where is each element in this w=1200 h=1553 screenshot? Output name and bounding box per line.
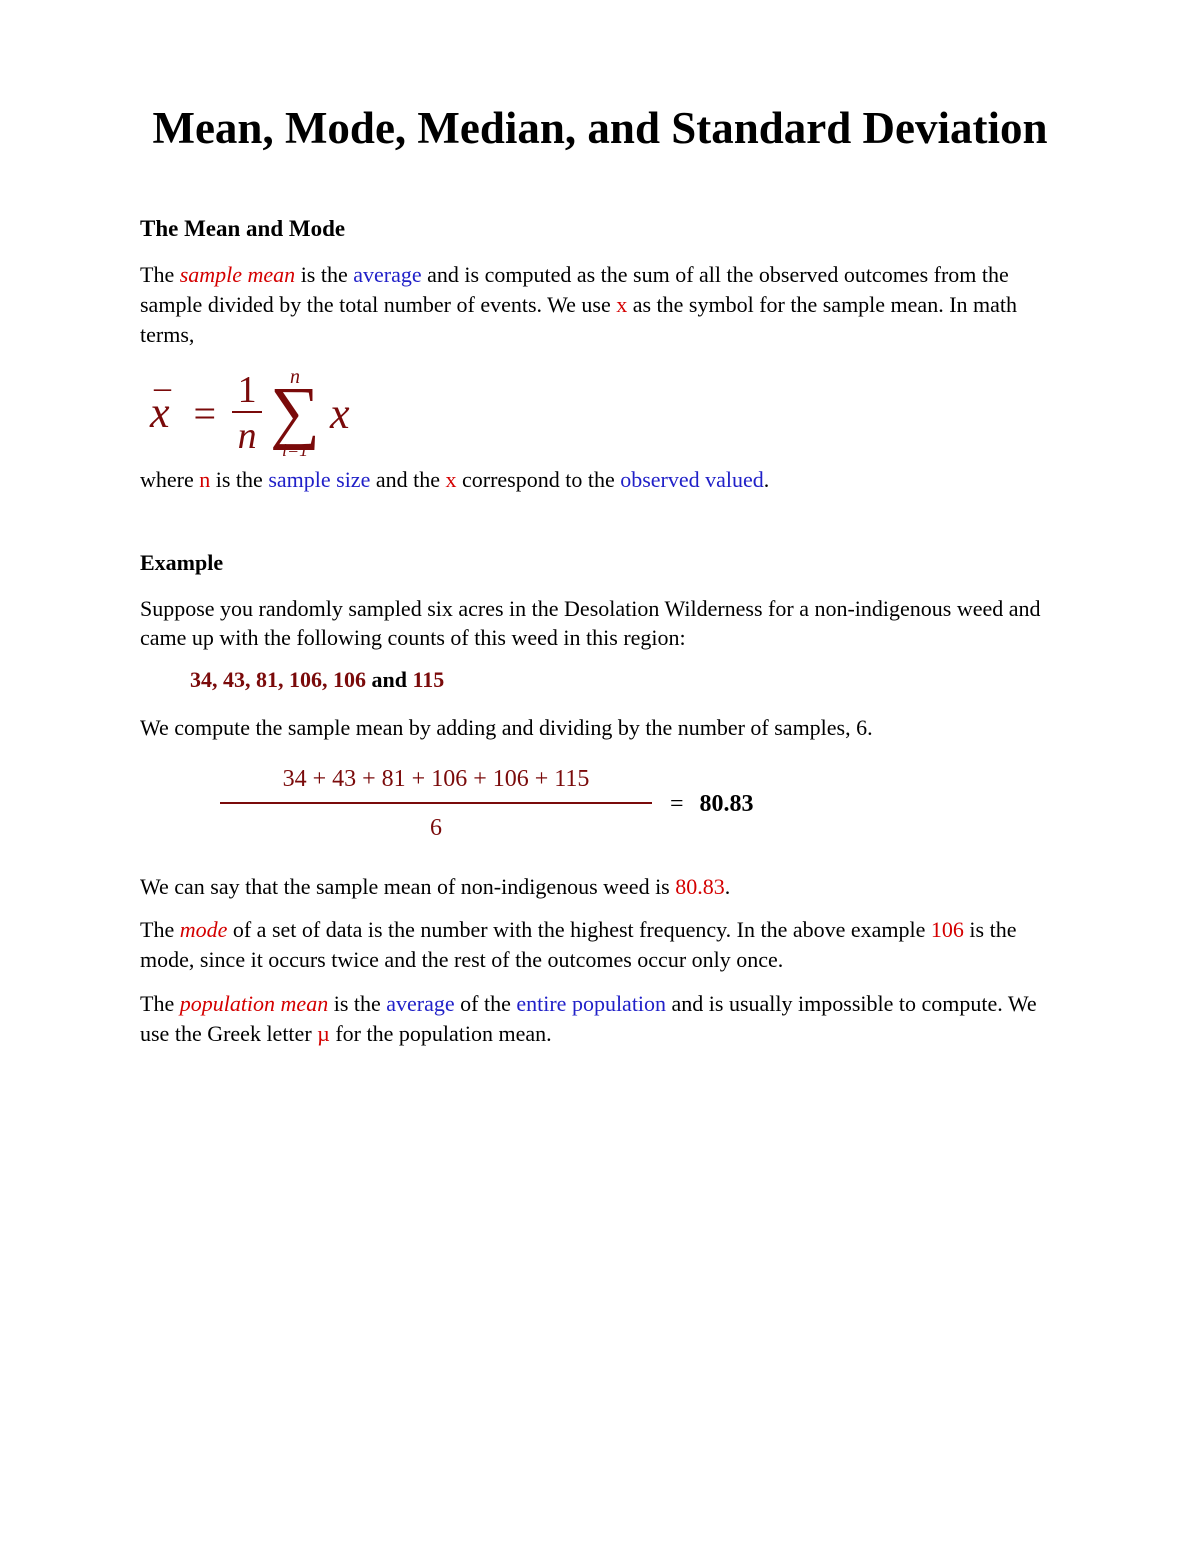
- term-average: average: [386, 991, 454, 1016]
- intro-paragraph: The sample mean is the average and is co…: [140, 260, 1060, 349]
- text: of a set of data is the number with the …: [227, 917, 931, 942]
- bar-overline: –: [154, 371, 171, 405]
- symbol-n: n: [199, 467, 210, 492]
- term-average: average: [353, 262, 421, 287]
- numerator: 1: [238, 371, 257, 411]
- text: of the: [455, 991, 517, 1016]
- denominator: n: [232, 411, 262, 455]
- where-line: where n is the sample size and the x cor…: [140, 465, 1060, 495]
- term-population-mean: population mean: [180, 991, 329, 1016]
- conclusion-line: We can say that the sample mean of non-i…: [140, 872, 1060, 902]
- symbol-x: x: [446, 467, 457, 492]
- text: is the: [328, 991, 386, 1016]
- text-and: and: [366, 667, 412, 692]
- term-sample-mean: sample mean: [180, 262, 295, 287]
- value-mode: 106: [931, 917, 964, 942]
- data-first-five: 34, 43, 81, 106, 106: [190, 667, 366, 692]
- symbol-mu: µ: [317, 1021, 330, 1046]
- term-mode: mode: [180, 917, 228, 942]
- text: .: [764, 467, 770, 492]
- mode-paragraph: The mode of a set of data is the number …: [140, 915, 1060, 974]
- text: is the: [210, 467, 268, 492]
- sigma-icon: ∑: [270, 383, 320, 443]
- mean-computation: 34 + 43 + 81 + 106 + 106 + 115 6 = 80.83: [220, 763, 1060, 846]
- equals-result: = 80.83: [670, 791, 754, 818]
- term-observed-valued: observed valued: [620, 467, 764, 492]
- term-entire-population: entire population: [516, 991, 666, 1016]
- text: The: [140, 262, 180, 287]
- page-title: Mean, Mode, Median, and Standard Deviati…: [140, 100, 1060, 156]
- value-mean: 80.83: [675, 874, 725, 899]
- result-value: 80.83: [700, 791, 754, 817]
- data-last: 115: [412, 667, 444, 692]
- section-heading-mean-mode: The Mean and Mode: [140, 216, 1060, 242]
- text: .: [725, 874, 731, 899]
- text: and the: [370, 467, 445, 492]
- sample-data-values: 34, 43, 81, 106, 106 and 115: [190, 667, 1060, 693]
- symbol-x-bar: – x: [150, 391, 170, 435]
- sum-lower-limit: i=1: [282, 441, 308, 459]
- example-heading: Example: [140, 550, 1060, 576]
- text: is the: [295, 262, 353, 287]
- text: We can say that the sample mean of non-i…: [140, 874, 675, 899]
- equals-sign: =: [194, 390, 217, 437]
- long-fraction: 34 + 43 + 81 + 106 + 106 + 115 6: [220, 763, 652, 846]
- summation-block: n ∑ i=1: [270, 367, 320, 459]
- text: The: [140, 917, 180, 942]
- text: where: [140, 467, 199, 492]
- symbol-x: x: [330, 388, 350, 439]
- term-sample-size: sample size: [268, 467, 370, 492]
- example-intro: Suppose you randomly sampled six acres i…: [140, 594, 1060, 653]
- compute-line: We compute the sample mean by adding and…: [140, 713, 1060, 743]
- denominator-n: 6: [220, 802, 652, 846]
- fraction-one-over-n: 1 n: [232, 371, 262, 455]
- document-page: Mean, Mode, Median, and Standard Deviati…: [0, 0, 1200, 1182]
- population-mean-paragraph: The population mean is the average of th…: [140, 989, 1060, 1048]
- formula-sample-mean: – x = 1 n n ∑ i=1 x: [150, 367, 1060, 459]
- numerator-sum: 34 + 43 + 81 + 106 + 106 + 115: [277, 763, 596, 803]
- symbol-x: x: [616, 292, 627, 317]
- equals-sign: =: [670, 791, 684, 817]
- text: The: [140, 991, 180, 1016]
- text: correspond to the: [457, 467, 621, 492]
- text: for the population mean.: [330, 1021, 552, 1046]
